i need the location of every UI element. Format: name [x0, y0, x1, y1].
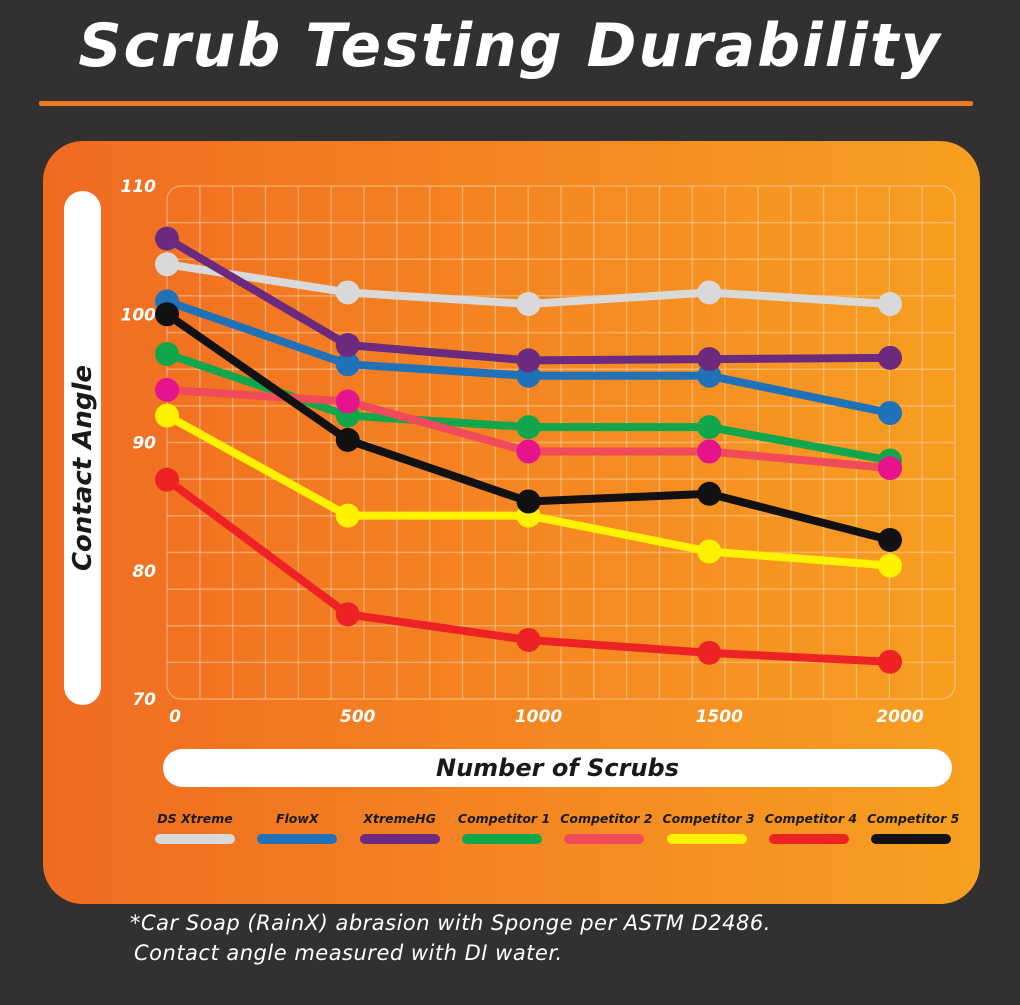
data-point-competitor-5 — [155, 302, 179, 327]
legend-swatch — [768, 834, 849, 844]
data-point-competitor-2 — [878, 456, 902, 481]
data-point-competitor-2 — [335, 389, 360, 414]
legend-label: Competitor 5 — [867, 811, 960, 826]
data-point-competitor-1 — [155, 342, 179, 367]
data-point-competitor-1 — [516, 415, 541, 440]
data-point-competitor-2 — [516, 439, 541, 464]
data-point-xtremehg — [878, 345, 902, 370]
legend-label: DS Xtreme — [157, 811, 233, 826]
x-tick-label: 0 — [169, 707, 181, 727]
data-point-flowx — [878, 401, 902, 426]
legend: DS Xtreme FlowX XtremeHG Competitor 1 Compet… — [155, 810, 965, 850]
legend-swatch — [359, 834, 440, 844]
data-point-competitor-3 — [697, 539, 722, 564]
y-axis-label-pill — [64, 191, 101, 705]
x-tick-label: 500 — [340, 707, 376, 727]
x-axis-label-pill — [163, 749, 952, 787]
data-point-xtremehg — [335, 333, 360, 358]
y-tick-label: 70 — [132, 690, 156, 710]
legend-item-flowx: FlowX — [253, 810, 341, 844]
legend-label: FlowX — [275, 811, 319, 826]
data-point-competitor-5 — [878, 527, 902, 552]
legend-swatch — [257, 834, 338, 844]
data-point-xtremehg — [697, 347, 722, 372]
data-point-competitor-4 — [516, 628, 541, 653]
data-point-competitor-5 — [516, 489, 541, 514]
data-point-ds-xtreme — [697, 280, 722, 305]
data-point-competitor-2 — [155, 377, 179, 402]
data-point-competitor-3 — [335, 503, 360, 528]
legend-item-competitor-1: Competitor 1 — [457, 810, 551, 844]
legend-item-competitor-2: Competitor 2 — [560, 810, 653, 844]
data-point-competitor-4 — [335, 602, 360, 627]
data-point-ds-xtreme — [335, 280, 360, 305]
footnote-line-1: *Car Soap (RainX) abrasion with Sponge p… — [130, 911, 771, 935]
data-point-competitor-1 — [697, 415, 722, 440]
data-point-competitor-4 — [155, 467, 179, 492]
data-point-xtremehg — [155, 226, 179, 251]
legend-item-competitor-4: Competitor 4 — [764, 810, 858, 844]
legend-label: Competitor 1 — [457, 811, 551, 826]
data-point-ds-xtreme — [878, 291, 902, 316]
data-point-flowx — [335, 352, 360, 377]
data-point-flowx — [697, 363, 722, 388]
footnote: *Car Soap (RainX) abrasion with Sponge p… — [130, 908, 990, 968]
y-tick-label: 90 — [132, 434, 156, 454]
legend-item-competitor-3: Competitor 3 — [662, 810, 755, 844]
x-axis-label: Number of Scrubs — [435, 754, 679, 782]
data-point-ds-xtreme — [155, 252, 179, 277]
title-divider — [39, 101, 973, 106]
data-point-competitor-4 — [697, 640, 722, 665]
data-point-xtremehg — [516, 348, 541, 373]
x-tick-label: 1500 — [696, 707, 743, 727]
y-tick-label: 80 — [132, 562, 156, 582]
x-tick-label: 1000 — [515, 707, 562, 727]
x-tick-label: 2000 — [876, 707, 923, 727]
data-point-ds-xtreme — [516, 291, 541, 316]
legend-label: XtremeHG — [363, 811, 436, 826]
legend-item-competitor-5: Competitor 5 — [867, 810, 960, 844]
footnote-line-2: Contact angle measured with DI water. — [134, 941, 563, 965]
legend-swatch — [155, 834, 235, 844]
data-point-competitor-2 — [697, 439, 722, 464]
data-point-competitor-5 — [335, 427, 360, 452]
legend-item-xtremehg: XtremeHG — [356, 810, 444, 844]
legend-item-ds-xtreme: DS Xtreme — [151, 810, 239, 844]
data-point-competitor-3 — [878, 553, 902, 578]
legend-label: Competitor 4 — [764, 811, 858, 826]
legend-label: Competitor 3 — [662, 811, 755, 826]
y-tick-label: 100 — [121, 305, 157, 325]
legend-swatch — [871, 834, 952, 844]
plot-grid-border — [166, 185, 956, 700]
legend-swatch — [461, 834, 542, 844]
legend-swatch — [564, 834, 645, 844]
legend-swatch — [666, 834, 747, 844]
page-title: Scrub Testing Durability — [78, 11, 942, 81]
data-point-competitor-5 — [697, 481, 722, 506]
data-point-competitor-3 — [155, 403, 179, 428]
legend-label: Competitor 2 — [560, 811, 653, 826]
data-point-competitor-4 — [878, 649, 902, 674]
y-tick-label: 110 — [121, 177, 157, 197]
